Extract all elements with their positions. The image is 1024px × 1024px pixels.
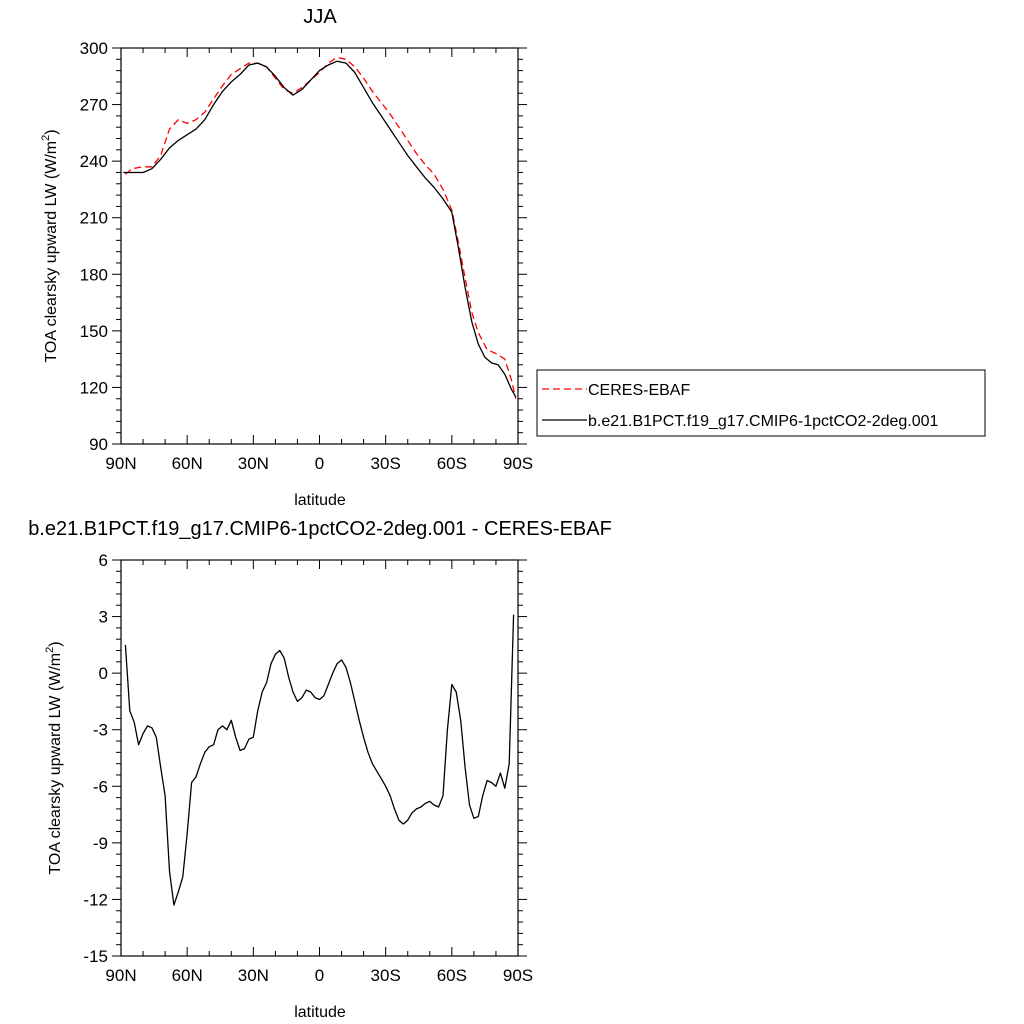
bottom-plot-series-line-0	[124, 614, 515, 906]
top-plot-ticks: 90N 60N 30N 0 30S 60S 90S 90 120 150 180 210 240 270 3…	[80, 39, 534, 473]
top-plot-ytick-label: 120	[80, 378, 108, 397]
bottom-plot-xtick-label: 90S	[503, 966, 533, 985]
top-plot-ytick-label: 210	[80, 209, 108, 228]
top-plot-xtick-label: 30N	[238, 454, 269, 473]
bottom-plot-xtick-label: 60S	[437, 966, 467, 985]
top-plot-ytick-label: 150	[80, 322, 108, 341]
bottom-plot-ytick-label: -6	[93, 777, 108, 796]
bottom-plot-xtick-label: 0	[315, 966, 324, 985]
top-plot: JJA 90N 60N 30N 0 30S 60S 90S 90 120 150 180 210 240…	[40, 6, 533, 509]
top-plot-ytick-label: 240	[80, 152, 108, 171]
top-plot-title: JJA	[303, 6, 337, 28]
top-plot-ytick-label: 90	[89, 435, 108, 454]
bottom-plot-marks	[124, 614, 515, 906]
bottom-plot-ytick-label: -12	[83, 890, 108, 909]
top-plot-xlabel: latitude	[294, 492, 346, 509]
bottom-plot-ylabel-end: )	[47, 641, 64, 646]
bottom-plot-ylabel-sup: 2	[44, 647, 56, 653]
bottom-plot-ytick-label: -9	[93, 834, 108, 853]
legend-label-model: b.e21.B1PCT.f19_g17.CMIP6-1pctCO2-2deg.0…	[588, 413, 939, 430]
top-plot-ylabel-end: )	[43, 129, 60, 134]
top-plot-ytick-label: 180	[80, 265, 108, 284]
top-plot-marks	[123, 56, 517, 399]
bottom-plot-ytick-label: 6	[99, 551, 108, 570]
bottom-plot-ytick-label: -15	[83, 947, 108, 966]
bottom-plot-xtick-label: 60N	[172, 966, 203, 985]
top-plot-ytick-label: 270	[80, 96, 108, 115]
top-plot-ylabel-sup: 2	[40, 135, 52, 141]
bottom-plot-ytick-label: -3	[93, 721, 108, 740]
top-plot-series-line-0	[124, 56, 517, 399]
top-plot-ytick-label: 300	[80, 39, 108, 58]
top-plot-xtick-label: 60N	[172, 454, 203, 473]
legend: CERES-EBAF b.e21.B1PCT.f19_g17.CMIP6-1pc…	[536, 369, 986, 437]
bottom-plot: b.e21.B1PCT.f19_g17.CMIP6-1pctCO2-2deg.0…	[28, 518, 612, 1021]
top-plot-xtick-label: 90S	[503, 454, 533, 473]
top-plot-xtick-label: 0	[315, 454, 324, 473]
top-plot-xtick-label: 90N	[105, 454, 136, 473]
bottom-plot-xtick-label: 30S	[371, 966, 401, 985]
top-plot-xtick-label: 30S	[371, 454, 401, 473]
bottom-plot-xtick-label: 90N	[105, 966, 136, 985]
bottom-plot-ytick-label: 0	[99, 664, 108, 683]
bottom-plot-ytick-label: 3	[99, 608, 108, 627]
bottom-plot-ticks: 90N 60N 30N 0 30S 60S 90S -15 -12 -9 -6 -3 0 3 6	[83, 551, 533, 985]
legend-label-ceres: CERES-EBAF	[588, 382, 690, 399]
top-plot-series-line-1	[123, 60, 517, 398]
bottom-plot-ylabel-main: TOA clearsky upward LW (W/m	[47, 653, 64, 875]
top-plot-xtick-label: 60S	[437, 454, 467, 473]
top-plot-ylabel: TOA clearsky upward LW (W/m2)	[40, 129, 60, 362]
bottom-plot-xlabel: latitude	[294, 1004, 346, 1021]
bottom-plot-xtick-label: 30N	[238, 966, 269, 985]
bottom-plot-ylabel: TOA clearsky upward LW (W/m2)	[44, 641, 64, 874]
bottom-plot-title: b.e21.B1PCT.f19_g17.CMIP6-1pctCO2-2deg.0…	[28, 518, 612, 540]
legend-box	[536, 369, 986, 437]
bottom-plot-frame	[120, 559, 519, 957]
top-plot-ylabel-main: TOA clearsky upward LW (W/m	[43, 141, 60, 363]
